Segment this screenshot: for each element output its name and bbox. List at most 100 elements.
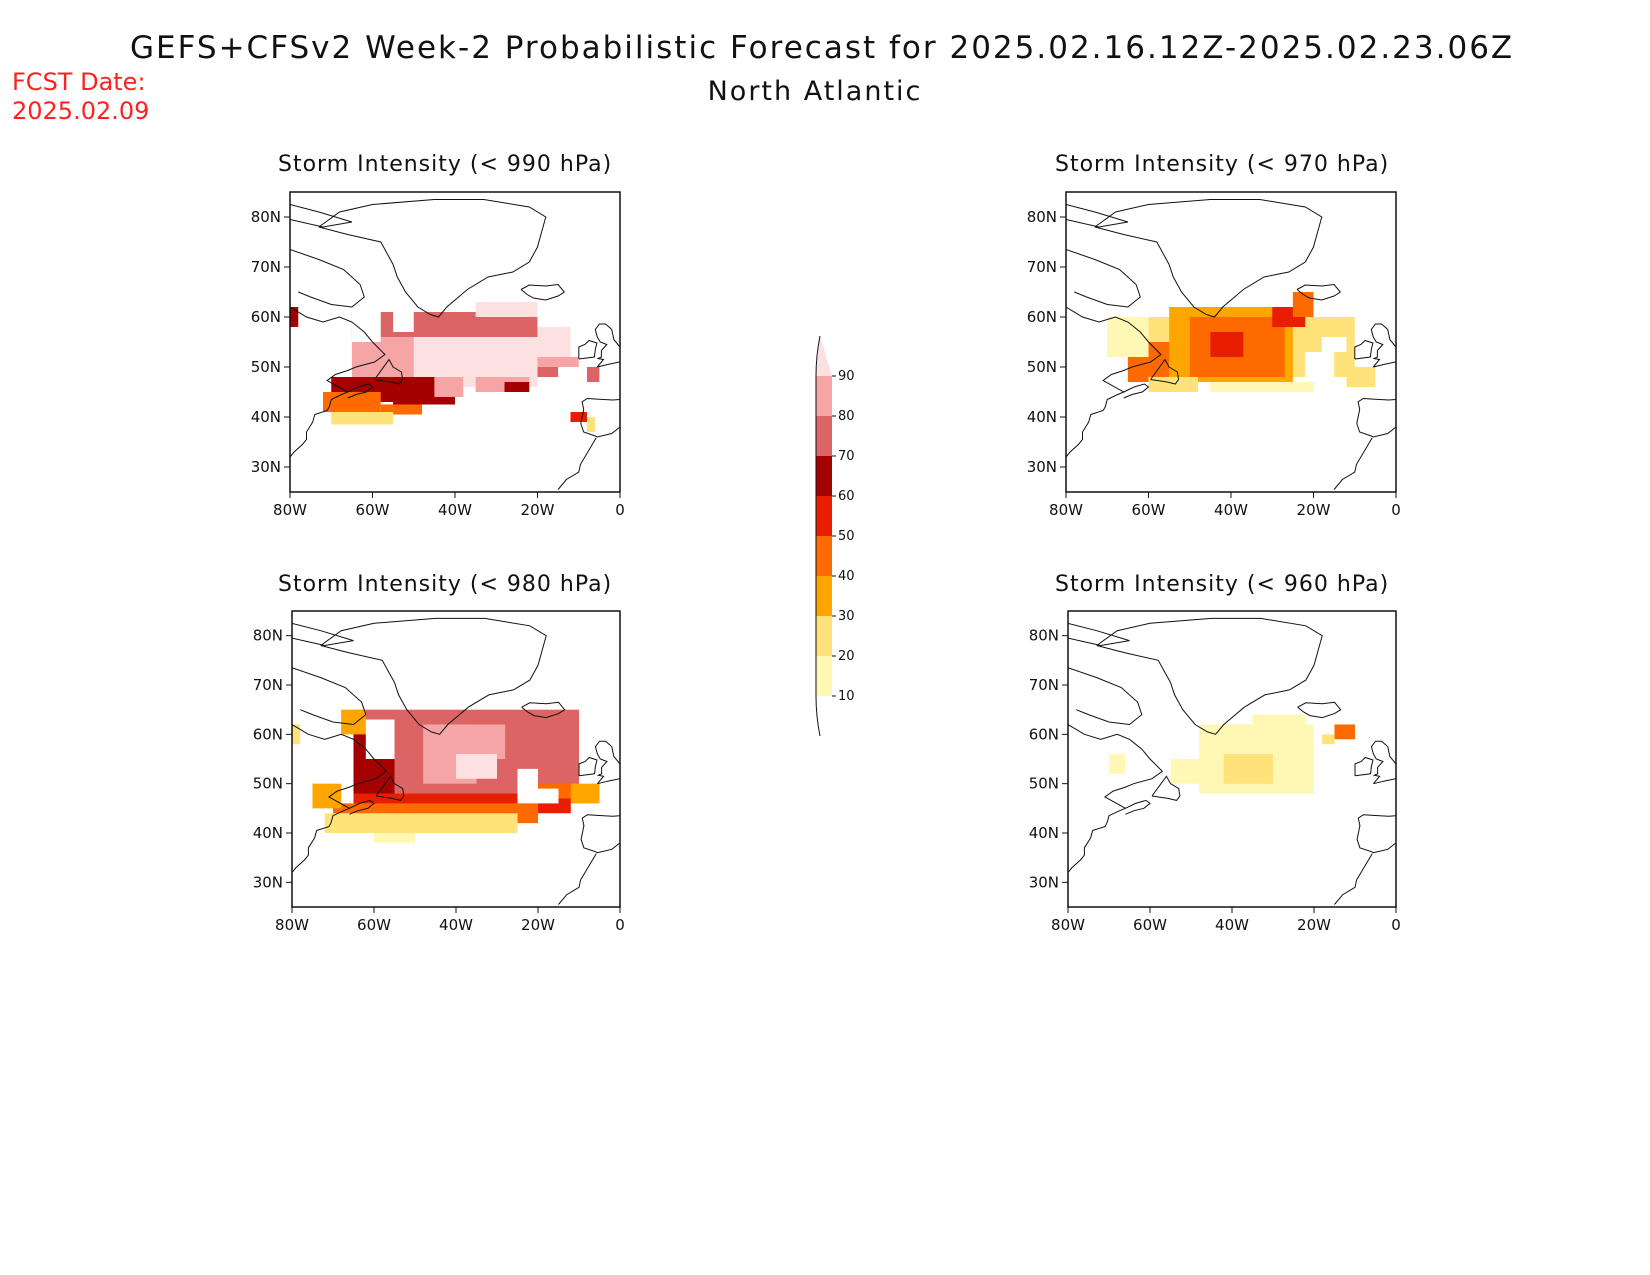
coastline bbox=[1297, 701, 1342, 719]
probability-cell bbox=[1107, 317, 1149, 357]
probability-cell bbox=[1210, 382, 1314, 392]
probability-cell bbox=[504, 382, 530, 392]
colorbar-label: 80 bbox=[838, 409, 855, 424]
coastline bbox=[580, 397, 620, 438]
map-panel-980: 80W 60W 40W 20W 0 80N 70N 60N 50N 40N 30N bbox=[253, 610, 625, 934]
coastline bbox=[558, 853, 597, 905]
colorbar-segment bbox=[816, 376, 832, 416]
probability-cell bbox=[292, 724, 301, 745]
colorbar-segment bbox=[816, 416, 832, 456]
colorbar-segment bbox=[816, 656, 832, 696]
probability-cell bbox=[435, 724, 506, 759]
coastline bbox=[349, 799, 375, 815]
colorbar-label: 60 bbox=[838, 489, 855, 504]
lon-tick-label: 0 bbox=[1391, 501, 1401, 519]
colorbar-label: 40 bbox=[838, 569, 855, 584]
coastline bbox=[1066, 249, 1141, 308]
probability-cell bbox=[1148, 377, 1198, 392]
probability-cell bbox=[290, 307, 299, 327]
colorbar-segment bbox=[816, 616, 832, 656]
coastline bbox=[1150, 358, 1180, 385]
lon-tick-label: 60W bbox=[357, 916, 391, 934]
colorbar-segment bbox=[816, 576, 832, 616]
probability-cell bbox=[1109, 754, 1126, 774]
lat-tick-label: 50N bbox=[1027, 358, 1057, 376]
lon-tick-label: 20W bbox=[521, 916, 555, 934]
probability-cell bbox=[312, 783, 342, 809]
coastline bbox=[320, 617, 547, 735]
coastline bbox=[1356, 397, 1396, 438]
colorbar-segment bbox=[816, 456, 832, 496]
forecast-date-block: FCST Date: 2025.02.09 bbox=[12, 68, 149, 126]
probability-cell bbox=[1210, 332, 1244, 357]
coastline bbox=[1370, 740, 1396, 785]
lat-tick-label: 60N bbox=[253, 725, 283, 743]
lon-tick-label: 0 bbox=[615, 916, 625, 934]
probability-cell bbox=[331, 412, 394, 425]
colorbar-label: 90 bbox=[838, 369, 855, 384]
coastline bbox=[578, 339, 598, 360]
probability-cell bbox=[1334, 724, 1355, 740]
coastline bbox=[580, 814, 620, 854]
probability-cell bbox=[475, 302, 538, 317]
lat-tick-label: 40N bbox=[251, 408, 281, 426]
coastline bbox=[1333, 437, 1373, 490]
forecast-date-value: 2025.02.09 bbox=[12, 97, 150, 125]
coastline bbox=[1151, 775, 1181, 801]
lat-tick-label: 70N bbox=[1027, 258, 1057, 276]
lat-tick-label: 80N bbox=[1029, 627, 1059, 645]
probability-cell bbox=[393, 397, 455, 405]
coastline bbox=[1068, 724, 1164, 873]
probability-cell bbox=[1223, 754, 1273, 784]
lon-tick-label: 20W bbox=[521, 501, 555, 519]
map-panel-970: 80W 60W 40W 20W 0 80N 70N 60N 50N 40N 30N bbox=[1027, 191, 1401, 519]
probability-colorbar: 10 20 30 40 50 60 70 80 90 bbox=[815, 335, 855, 737]
probability-cell bbox=[1252, 714, 1306, 735]
probability-cell bbox=[570, 412, 587, 422]
lat-tick-label: 80N bbox=[1027, 208, 1057, 226]
probability-cell bbox=[374, 833, 415, 843]
probability-cell bbox=[323, 392, 381, 412]
colorbar-label: 50 bbox=[838, 529, 855, 544]
lon-tick-label: 80W bbox=[273, 501, 307, 519]
probability-cell bbox=[537, 327, 571, 357]
lat-tick-label: 50N bbox=[251, 358, 281, 376]
panel-title-980: Storm Intensity (< 980 hPa) bbox=[278, 572, 613, 597]
lat-tick-label: 70N bbox=[1029, 676, 1059, 694]
coastline bbox=[318, 199, 547, 318]
coastline bbox=[1068, 622, 1130, 647]
map-panel-960: 80W 60W 40W 20W 0 80N 70N 60N 50N 40N 30N bbox=[1029, 610, 1401, 934]
lat-tick-label: 70N bbox=[251, 258, 281, 276]
lon-tick-label: 40W bbox=[1214, 501, 1248, 519]
forecast-date-label: FCST Date: bbox=[12, 68, 146, 96]
lon-tick-label: 80W bbox=[1049, 501, 1083, 519]
coastline bbox=[1068, 667, 1143, 726]
probability-cell bbox=[570, 783, 600, 804]
probability-cell bbox=[324, 813, 518, 833]
lat-tick-label: 50N bbox=[253, 775, 283, 793]
coastline bbox=[290, 204, 353, 228]
lon-tick-label: 0 bbox=[615, 501, 625, 519]
colorbar-label: 20 bbox=[838, 649, 855, 664]
lat-tick-label: 30N bbox=[1027, 458, 1057, 476]
probability-cell bbox=[1346, 367, 1376, 387]
colorbar-segment bbox=[816, 336, 832, 376]
lon-tick-label: 20W bbox=[1297, 501, 1331, 519]
coastline bbox=[347, 383, 374, 399]
coastline bbox=[557, 437, 597, 490]
lon-tick-label: 60W bbox=[356, 501, 390, 519]
coastline bbox=[1066, 204, 1129, 228]
lon-tick-label: 40W bbox=[1215, 916, 1249, 934]
coastline bbox=[1296, 283, 1342, 301]
region-subtitle: North Atlantic bbox=[707, 76, 923, 107]
colorbar-label: 70 bbox=[838, 449, 855, 464]
lat-tick-label: 30N bbox=[253, 873, 283, 891]
coastline bbox=[292, 724, 388, 873]
coastline bbox=[1356, 814, 1396, 854]
coastline bbox=[1123, 383, 1150, 399]
colorbar-label: 30 bbox=[838, 609, 855, 624]
probability-cell bbox=[341, 709, 366, 735]
lat-tick-label: 70N bbox=[253, 676, 283, 694]
probability-cell bbox=[456, 754, 497, 779]
coastline bbox=[578, 756, 598, 777]
